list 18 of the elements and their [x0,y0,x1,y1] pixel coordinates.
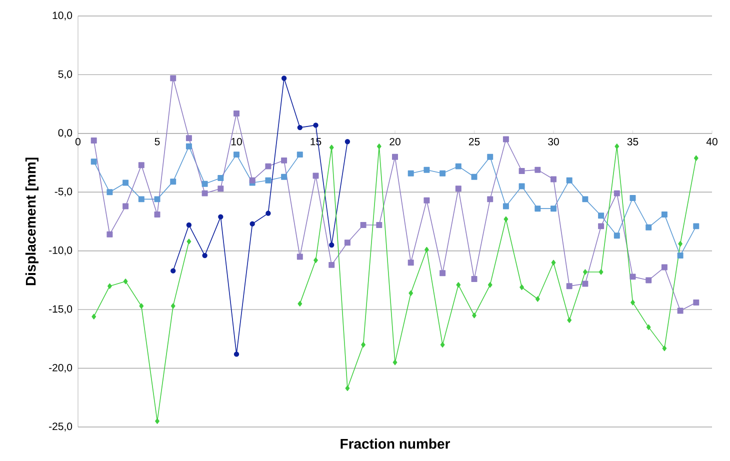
y-tick-label: -5,0 [54,188,72,196]
x-tick-label: 35 [627,138,638,146]
x-tick-label: 25 [468,138,480,146]
y-tick-label: -15,0 [49,305,72,314]
x-tick-label: 30 [548,138,559,146]
x-tick-label: 5 [154,138,160,146]
y-tick-label: 10,0 [52,12,72,20]
y-tick-label: -20,0 [49,364,72,373]
y-tick-label: 0,0 [58,129,72,138]
x-tick-label: 40 [706,138,718,146]
x-tick-label: 20 [390,138,400,146]
y-tick-label: -25,0 [49,422,72,432]
y-tick-label: 5,0 [58,70,72,80]
x-tick-label: 10 [231,138,242,146]
y-axis-title: Displacement [mm] [25,158,38,286]
x-axis-title: Fraction number [340,438,450,449]
x-tick-label: 0 [75,138,80,146]
y-tick-label: -10,0 [49,246,72,256]
